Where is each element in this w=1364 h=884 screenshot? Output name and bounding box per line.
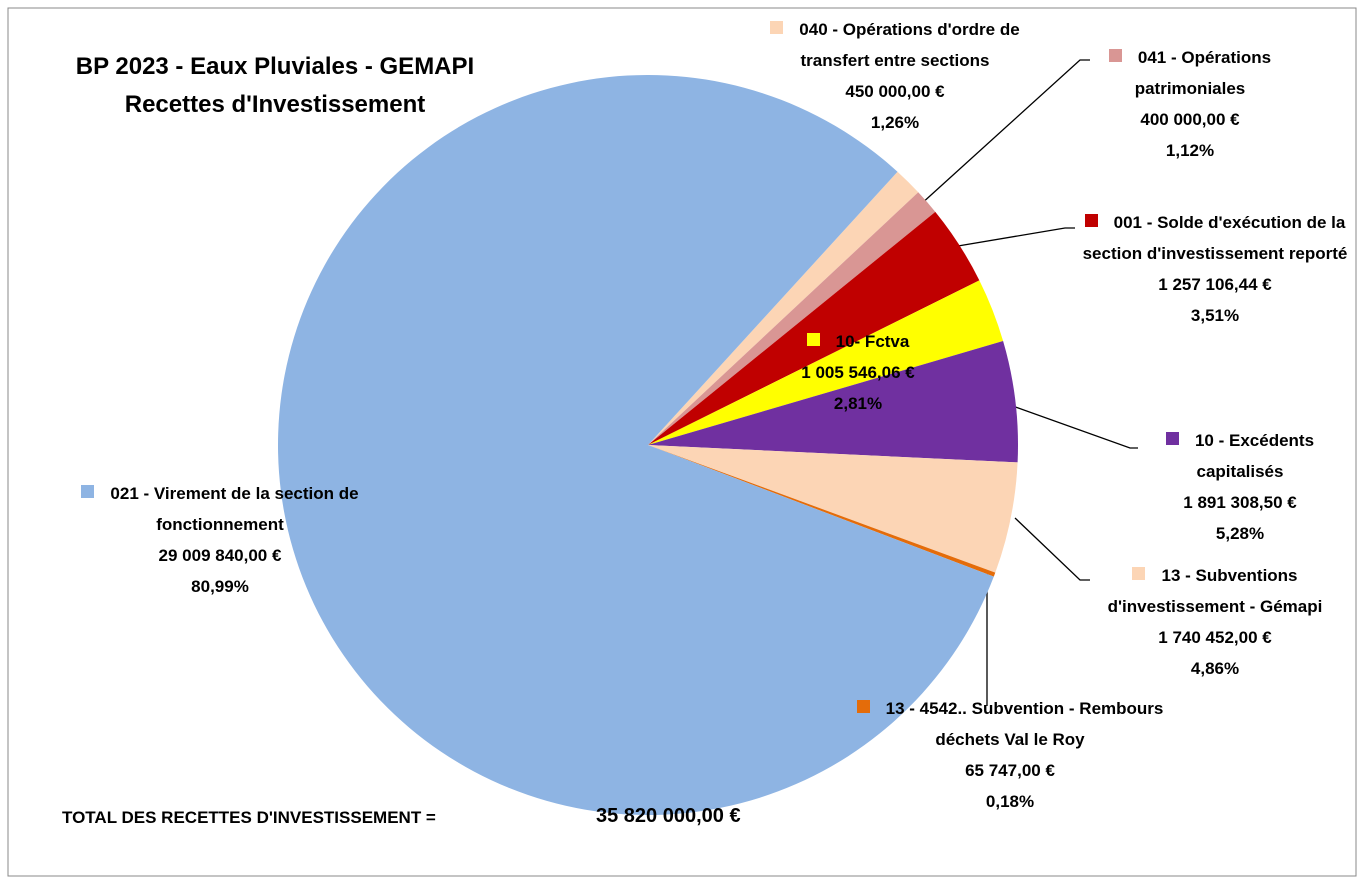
value-label: 1 005 546,06 €: [801, 363, 915, 382]
data-label: 13 - Subventions d'investissement - Géma…: [1095, 560, 1335, 684]
category-label: 001 - Solde d'exécution de la section d'…: [1082, 213, 1348, 263]
category-label: 13 - 4542.. Subvention - Rembours déchet…: [885, 699, 1164, 749]
value-label: 65 747,00 €: [965, 761, 1055, 780]
category-label: 10 - Excédents capitalisés: [1194, 431, 1315, 481]
percent-label: 5,28%: [1215, 524, 1265, 543]
chart-title: BP 2023 - Eaux Pluviales - GEMAPI: [75, 53, 475, 80]
value-label: 29 009 840,00 €: [158, 546, 282, 565]
category-label: 041 - Opérations patrimoniales: [1134, 48, 1272, 98]
pie-slice: [648, 445, 996, 577]
percent-label: 80,99%: [191, 577, 249, 596]
leader-line: [1014, 517, 1090, 581]
legend-key: [856, 700, 870, 713]
percent-label: 4,86%: [1190, 659, 1240, 678]
pie-slice: [648, 171, 919, 445]
legend-key: [770, 21, 784, 34]
leader-lines: [919, 59, 1138, 706]
label-name-row: 040 - Opérations d'ordre de transfert en…: [760, 14, 1030, 76]
leader-line: [1009, 404, 1138, 449]
title-block: BP 2023 - Eaux Pluviales - GEMAPI Recett…: [20, 48, 530, 124]
value-label: 1 257 106,44 €: [1158, 275, 1272, 294]
pie-slice: [278, 75, 994, 815]
percent-label: 0,18%: [985, 792, 1035, 811]
label-name-row: 001 - Solde d'exécution de la section d'…: [1075, 207, 1355, 269]
legend-key: [806, 333, 820, 346]
value-label: 400 000,00 €: [1140, 110, 1240, 129]
pie-slice: [648, 211, 980, 445]
legend-key: [81, 485, 95, 498]
label-name-row: 041 - Opérations patrimoniales: [1080, 42, 1300, 104]
data-label: 13 - 4542.. Subvention - Rembours déchet…: [855, 693, 1165, 817]
pie-slice: [648, 280, 1004, 445]
percent-label: 2,81%: [833, 394, 883, 413]
value-label: 1 740 452,00 €: [1158, 628, 1272, 647]
label-name-row: 13 - Subventions d'investissement - Géma…: [1095, 560, 1335, 622]
category-label: 13 - Subventions d'investissement - Géma…: [1107, 566, 1323, 616]
data-label: 001 - Solde d'exécution de la section d'…: [1075, 207, 1355, 331]
total-text: TOTAL DES RECETTES D'INVESTISSEMENT =: [62, 808, 436, 827]
label-name-row: 10- Fctva: [748, 326, 968, 357]
chart-subtitle: Recettes d'Investissement: [124, 91, 426, 118]
category-label: 040 - Opérations d'ordre de transfert en…: [799, 20, 1020, 70]
category-label: 10- Fctva: [835, 332, 910, 351]
percent-label: 1,26%: [870, 113, 920, 132]
data-label: 10 - Excédents capitalisés 1 891 308,50 €…: [1125, 425, 1355, 549]
legend-key: [1084, 214, 1098, 227]
pie: [278, 75, 1018, 815]
leader-line: [951, 227, 1075, 248]
percent-label: 1,12%: [1165, 141, 1215, 160]
label-name-row: 021 - Virement de la section de fonction…: [80, 478, 360, 540]
legend-key: [1165, 432, 1179, 445]
label-name-row: 13 - 4542.. Subvention - Rembours déchet…: [855, 693, 1165, 755]
data-label: 040 - Opérations d'ordre de transfert en…: [760, 14, 1030, 138]
pie-slice: [648, 445, 1018, 573]
value-label: 1 891 308,50 €: [1183, 493, 1297, 512]
percent-label: 3,51%: [1190, 306, 1240, 325]
legend-key: [1108, 49, 1122, 62]
pie-slice: [648, 192, 936, 445]
data-label: 10- Fctva 1 005 546,06 € 2,81%: [748, 326, 968, 419]
leader-line: [919, 59, 1090, 206]
pie-slice: [648, 341, 1018, 463]
data-label: 021 - Virement de la section de fonction…: [80, 478, 360, 602]
data-label: 041 - Opérations patrimoniales 400 000,00…: [1080, 42, 1300, 166]
total-value: 35 820 000,00 €: [596, 805, 741, 827]
value-label: 450 000,00 €: [845, 82, 945, 101]
category-label: 021 - Virement de la section de fonction…: [110, 484, 359, 534]
label-name-row: 10 - Excédents capitalisés: [1125, 425, 1355, 487]
legend-key: [1132, 567, 1146, 580]
